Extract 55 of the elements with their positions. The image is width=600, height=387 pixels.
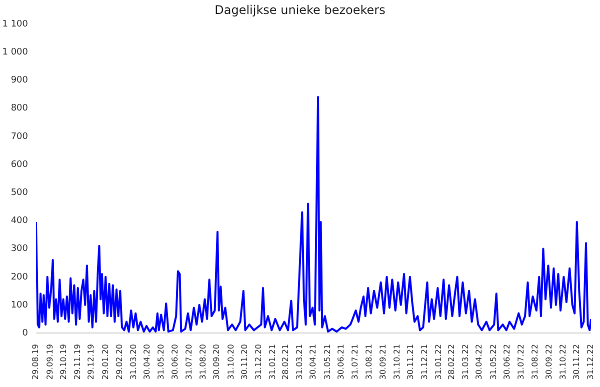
- line-series: [36, 96, 591, 333]
- x-tick-label: 31.07.20: [184, 344, 194, 380]
- y-tick-label: 800: [10, 104, 28, 114]
- y-tick-label: 200: [10, 272, 28, 282]
- x-tick-label: 31.03.22: [461, 344, 470, 380]
- x-tick-label: 30.11.20: [240, 344, 249, 380]
- y-tick-label: 0: [22, 328, 28, 338]
- y-tick-label: 700: [10, 132, 28, 142]
- chart-title: Dagelijkse unieke bezoekers: [214, 2, 386, 19]
- x-tick-label: 31.05.20: [156, 344, 166, 380]
- x-tick-label: 30.04.20: [142, 344, 152, 380]
- x-tick-label: 31.07.21: [350, 344, 360, 380]
- x-tick-label: 31.12.21: [420, 344, 430, 380]
- x-tick-label: 31.12.20: [254, 344, 264, 380]
- x-tick-label: 29.01.20: [100, 344, 110, 380]
- y-tick-label: 300: [10, 244, 28, 254]
- x-tick-label: 29.11.19: [73, 344, 82, 380]
- y-tick-label: 1 100: [2, 19, 28, 30]
- x-tick-label: 31.05.21: [322, 344, 332, 380]
- y-tick-label: 900: [10, 76, 28, 86]
- x-tick-label: 31.10.22: [558, 344, 568, 380]
- x-tick-label: 30.04.21: [308, 344, 318, 380]
- x-tick-label: 30.11.21: [406, 344, 416, 380]
- x-tick-label: 31.08.21: [364, 344, 374, 380]
- x-tick-label: 31.01.22: [434, 344, 444, 380]
- x-tick-label: 30.09.20: [212, 344, 222, 380]
- x-tick-label: 31.10.20: [226, 344, 236, 380]
- x-tick-label: 30.06.20: [170, 344, 180, 380]
- x-tick-label: 31.03.20: [128, 344, 138, 380]
- x-tick-label: 29.08.19: [31, 344, 40, 380]
- x-tick-label: 29.02.20: [114, 344, 124, 380]
- y-tick-label: 100: [10, 300, 28, 310]
- x-tick-label: 29.10.19: [58, 344, 68, 380]
- x-tick-label: 30.04.22: [474, 344, 484, 380]
- x-tick-label: 31.08.22: [530, 344, 540, 380]
- x-tick-label: 31.07.22: [516, 344, 526, 380]
- x-tick-label: 30.06.22: [502, 344, 512, 380]
- x-tick-label: 28.02.22: [446, 344, 456, 380]
- x-tick-label: 30.09.21: [378, 344, 388, 380]
- x-tick-label: 31.08.20: [198, 344, 208, 380]
- x-tick-label: 30.06.21: [336, 344, 346, 380]
- y-tick-label: 400: [10, 216, 28, 226]
- x-tick-label: 30.09.22: [544, 344, 554, 380]
- x-tick-label: 31.12.22: [586, 344, 596, 380]
- y-tick-label: 1 000: [2, 48, 28, 58]
- x-tick-label: 31.01.21: [268, 344, 278, 380]
- x-tick-label: 31.05.22: [488, 344, 498, 380]
- x-tick-label: 31.10.21: [392, 344, 402, 380]
- x-tick-label: 30.11.22: [572, 344, 582, 380]
- x-tick-label: 28.02.21: [280, 344, 290, 380]
- x-tick-label: 29.12.19: [86, 344, 96, 380]
- x-tick-label: 29.09.19: [45, 344, 54, 380]
- y-tick-label: 600: [10, 160, 28, 170]
- x-tick-label: 31.03.21: [295, 344, 304, 380]
- y-tick-label: 500: [10, 188, 28, 198]
